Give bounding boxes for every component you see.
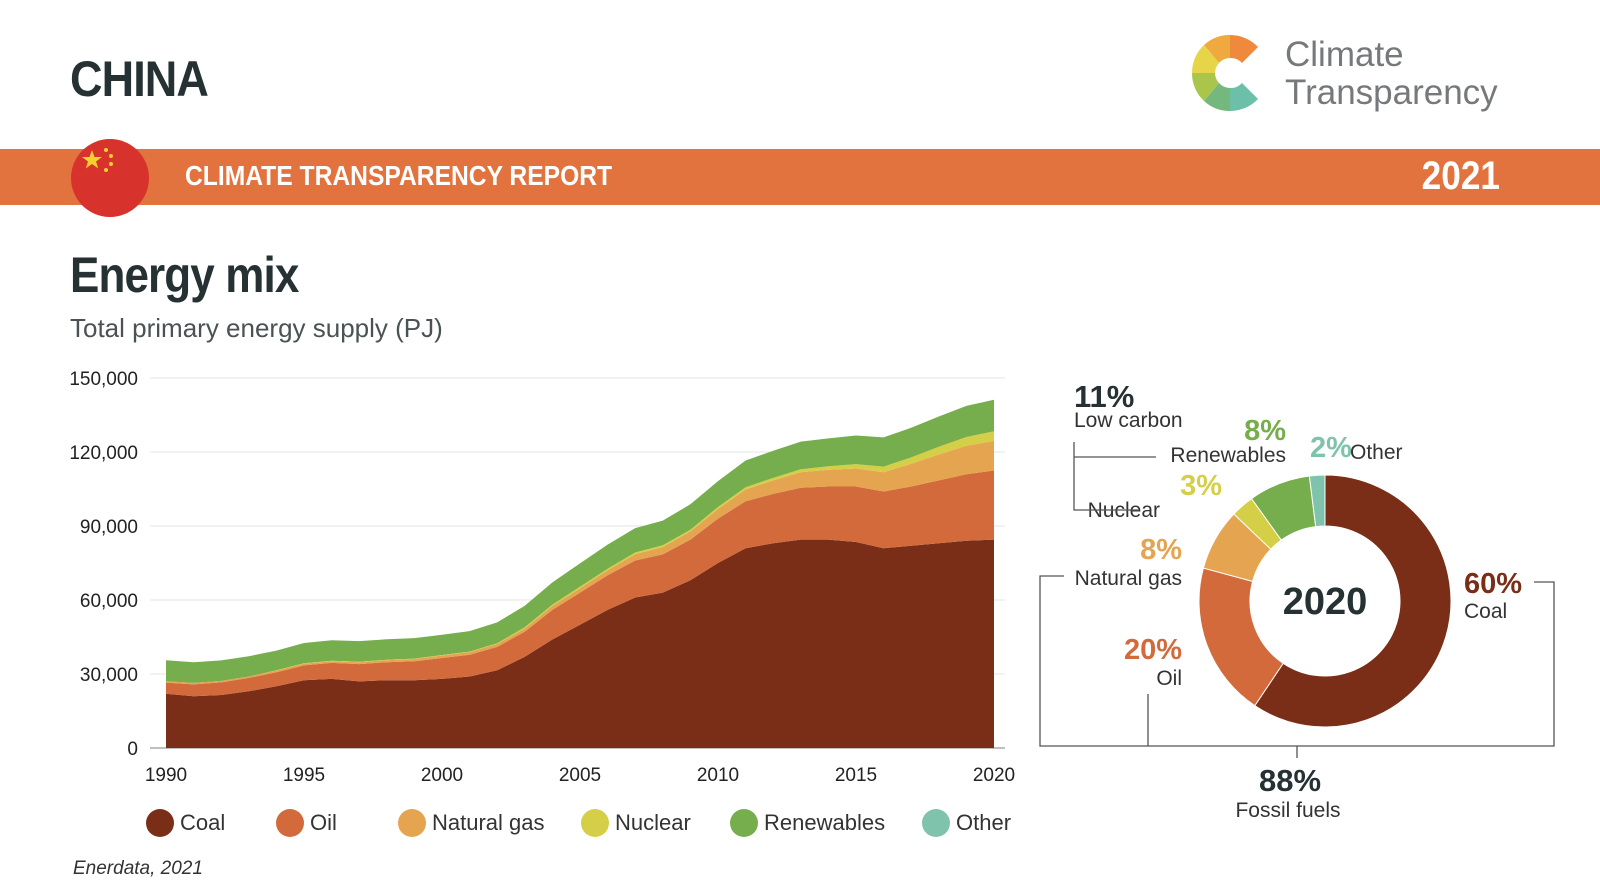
- legend-swatch-nuclear: [581, 809, 609, 837]
- source-note: Enerdata, 2021: [73, 858, 203, 879]
- group-brackets: [1039, 442, 1555, 758]
- x-tick-label: 1990: [145, 765, 187, 786]
- legend-label-renewables: Renewables: [764, 810, 885, 835]
- legend-label-natural-gas: Natural gas: [432, 810, 545, 835]
- banner-year: 2021: [1421, 154, 1500, 198]
- energy-mix-area-chart: 0 30,000 60,000 90,000 120,000 150,000 1990 199…: [69, 369, 1015, 837]
- area-series-oil: [166, 470, 994, 697]
- section-subtitle: Total primary energy supply (PJ): [70, 313, 443, 343]
- legend-swatch-renewables: [730, 809, 758, 837]
- logo-text-line2: Transparency: [1285, 73, 1498, 112]
- donut-name-coal: Coal: [1464, 600, 1507, 623]
- area-series-natural-gas: [166, 440, 994, 685]
- donut-name-renewables: Renewables: [1170, 444, 1286, 467]
- donut-pct-coal: 60%: [1464, 568, 1522, 600]
- donut-pct-nuclear: 3%: [1180, 470, 1222, 502]
- low-carbon-value: 11%: [1074, 379, 1134, 414]
- legend-swatch-coal: [146, 809, 174, 837]
- donut-pct-natural-gas: 8%: [1140, 534, 1182, 566]
- china-flag-icon: [71, 139, 149, 217]
- legend-label-oil: Oil: [310, 810, 337, 835]
- legend-label-other: Other: [956, 810, 1011, 835]
- report-banner: [0, 149, 1600, 205]
- logo-text: Climate Transparency: [1285, 36, 1498, 112]
- low-carbon-label: Low carbon: [1074, 409, 1183, 432]
- area-series-renewables: [166, 399, 994, 683]
- legend-swatch-oil: [276, 809, 304, 837]
- y-tick-label: 90,000: [80, 517, 138, 538]
- logo-icon: [1191, 34, 1258, 112]
- banner-title: CLIMATE TRANSPARENCY REPORT: [185, 160, 613, 191]
- donut-pct-renewables: 8%: [1244, 415, 1286, 447]
- y-tick-label: 60,000: [80, 591, 138, 612]
- donut-name-other: Other: [1350, 441, 1403, 464]
- fossil-fuels-label: Fossil fuels: [1235, 799, 1340, 822]
- section-title: Energy mix: [70, 247, 299, 303]
- y-tick-label: 150,000: [69, 369, 138, 390]
- legend-label-coal: Coal: [180, 810, 225, 835]
- low-carbon-bracket: [1073, 442, 1138, 511]
- donut-name-oil: Oil: [1156, 667, 1182, 690]
- donut-slice-other: [1308, 474, 1326, 528]
- x-tick-label: 2010: [697, 765, 739, 786]
- donut-name-natural-gas: Natural gas: [1075, 567, 1182, 590]
- legend-swatch-other: [922, 809, 950, 837]
- x-tick-label: 2015: [835, 765, 877, 786]
- x-tick-label: 2000: [421, 765, 463, 786]
- legend-label-nuclear: Nuclear: [615, 810, 691, 835]
- donut-center-label: 2020: [1283, 581, 1368, 623]
- logo-text-line1: Climate: [1285, 35, 1404, 74]
- donut-pct-oil: 20%: [1124, 634, 1182, 666]
- y-tick-label: 120,000: [69, 443, 138, 464]
- y-tick-label: 0: [127, 739, 138, 760]
- donut-slice-coal: [1254, 474, 1452, 728]
- x-tick-label: 1995: [283, 765, 325, 786]
- donut-pct-other: 2%: [1310, 432, 1352, 464]
- area-series-coal: [166, 539, 994, 748]
- x-tick-label: 2005: [559, 765, 601, 786]
- x-tick-label: 2020: [973, 765, 1015, 786]
- y-tick-label: 30,000: [80, 665, 138, 686]
- legend-swatch-natural-gas: [398, 809, 426, 837]
- climate-transparency-logo: [1188, 28, 1528, 118]
- fossil-fuels-value: 88%: [1259, 763, 1321, 798]
- country-title: CHINA: [70, 51, 209, 107]
